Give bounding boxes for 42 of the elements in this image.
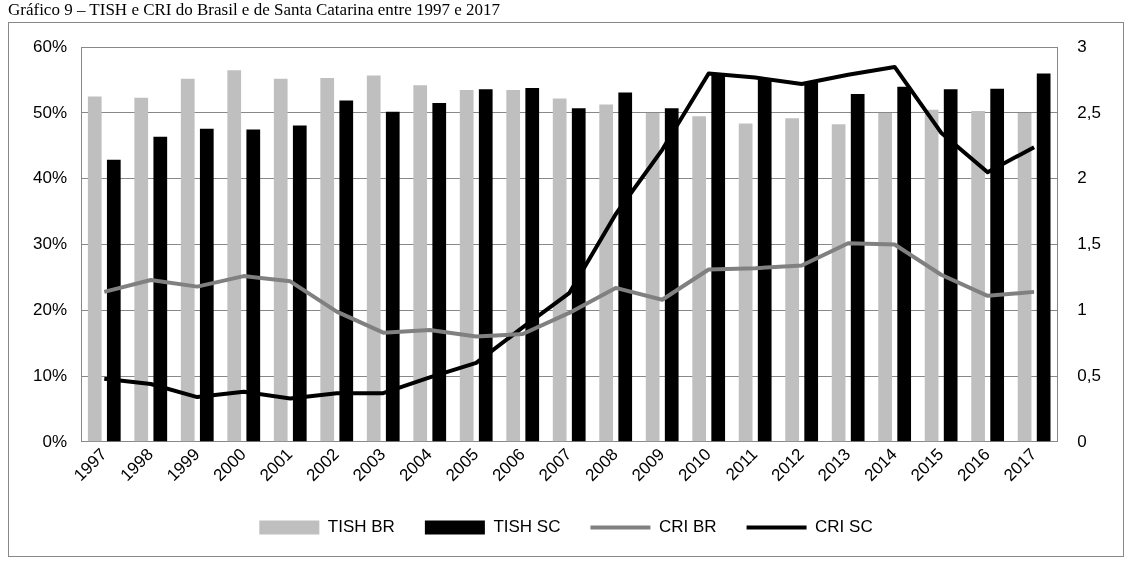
bar — [971, 111, 985, 442]
bar — [1036, 73, 1051, 442]
y2-tick-label: 0,5 — [1077, 365, 1102, 385]
y-tick-label: 60% — [32, 36, 68, 56]
bar — [692, 116, 707, 442]
bar — [1017, 112, 1032, 442]
bar — [366, 75, 381, 442]
bar — [831, 124, 846, 442]
y2-tick-label: 0 — [1077, 431, 1087, 451]
bar — [87, 96, 102, 442]
y2-tick-label: 2,5 — [1077, 102, 1102, 122]
legend-label: CRI BR — [658, 517, 717, 537]
y2-tick-label: 3 — [1077, 36, 1087, 56]
bar — [273, 78, 288, 442]
y-tick-label: 10% — [32, 365, 68, 385]
y2-tick-label: 1,5 — [1077, 234, 1102, 254]
legend-label: CRI SC — [815, 517, 873, 537]
bar — [320, 78, 335, 442]
y-tick-label: 0% — [42, 431, 68, 451]
bar — [413, 85, 428, 442]
bar — [506, 89, 521, 442]
bar — [738, 123, 753, 442]
legend-label: TISH BR — [327, 517, 395, 537]
bar — [180, 78, 195, 442]
chart-title: Gráfico 9 – TISH e CRI do Brasil e de Santa Catarina entre 1997 e 2017 — [7, 0, 502, 21]
y-tick-label: 20% — [32, 299, 68, 319]
y2-tick-label: 2 — [1077, 168, 1087, 188]
bar — [459, 89, 474, 442]
bar — [552, 98, 567, 442]
bar — [924, 109, 939, 442]
bar — [645, 112, 660, 442]
y2-tick-label: 1 — [1077, 299, 1087, 319]
y-tick-label: 50% — [32, 102, 68, 122]
y-tick-label: 40% — [32, 168, 68, 188]
bar — [599, 104, 614, 442]
bar — [785, 118, 799, 442]
y-tick-label: 30% — [32, 234, 68, 254]
bar — [850, 93, 865, 442]
bar — [878, 112, 892, 442]
bar — [134, 97, 149, 442]
legend-label: TISH SC — [493, 517, 561, 537]
bar — [227, 70, 242, 442]
